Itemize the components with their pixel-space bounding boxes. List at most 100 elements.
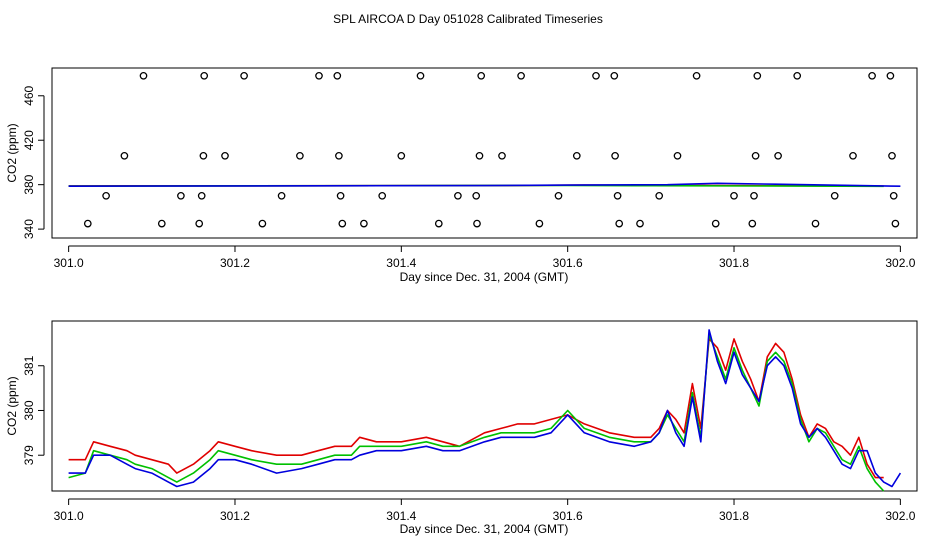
top-data-point (102, 191, 110, 200)
top-data-point (315, 71, 323, 80)
bottom-x-axis-label: Day since Dec. 31, 2004 (GMT) (400, 522, 569, 536)
top-x-tick-label: 301.6 (553, 256, 583, 270)
bottom-x-axis: 301.0 301.2 301.4 301.6 301.8 302.0 (54, 498, 916, 523)
top-data-point (868, 71, 876, 80)
top-data-point (753, 71, 762, 80)
top-x-axis: 301.0 301.2 301.4 301.6 301.8 302.0 (54, 245, 916, 270)
top-data-point (477, 71, 486, 80)
top-data-point (473, 219, 481, 228)
top-data-point (240, 71, 248, 80)
top-plot-frame (51, 67, 918, 239)
bottom-series-red (68, 338, 884, 479)
top-data-point (554, 191, 563, 200)
top-y-axis-label: CO2 (ppm) (5, 123, 19, 182)
top-data-point (338, 219, 347, 228)
top-data-point (655, 191, 664, 200)
top-data-point (811, 219, 820, 228)
bottom-x-tick-label: 301.8 (719, 509, 749, 523)
top-data-point (454, 191, 462, 200)
top-data-point (572, 151, 581, 160)
top-x-tick-label: 301.8 (719, 256, 749, 270)
top-data-point (277, 191, 286, 200)
top-data-point (891, 219, 900, 228)
bottom-plot-frame (51, 320, 918, 492)
top-data-point (83, 219, 92, 228)
top-data-point (592, 71, 600, 80)
top-data-point (830, 191, 839, 200)
bottom-y-axis-label: CO2 (ppm) (5, 376, 19, 435)
top-y-tick-label: 380 (22, 174, 36, 194)
top-y-tick-label: 460 (22, 85, 36, 105)
top-data-point (849, 151, 857, 160)
top-data-point (889, 191, 898, 200)
bottom-x-tick-label: 301.4 (386, 509, 416, 523)
bottom-series-blue (68, 329, 902, 488)
top-data-point (517, 71, 525, 80)
top-y-axis: 340 380 420 460 (22, 85, 45, 239)
top-x-tick-label: 302.0 (885, 256, 915, 270)
top-data-point (692, 71, 701, 80)
top-data-point (730, 191, 738, 200)
bottom-y-axis: 379 380 381 (22, 355, 45, 465)
top-data-point (360, 219, 368, 228)
top-data-point (177, 191, 185, 200)
bottom-x-tick-label: 301.0 (54, 509, 84, 523)
top-data-point (434, 219, 443, 228)
top-data-point (197, 191, 206, 200)
bottom-x-tick-label: 302.0 (885, 509, 915, 523)
top-points-group (83, 71, 900, 228)
top-chart-panel: 301.0 301.2 301.4 301.6 301.8 302.0 340 380 420… (5, 67, 918, 284)
top-x-tick-label: 301.4 (386, 256, 416, 270)
page-title: SPL AIRCOA D Day 051028 Calibrated Times… (333, 12, 603, 26)
top-data-point (336, 191, 345, 200)
bottom-x-tick-label: 301.6 (553, 509, 583, 523)
top-x-tick-label: 301.2 (220, 256, 250, 270)
top-y-tick-label: 420 (22, 130, 36, 150)
bottom-x-tick-label: 301.2 (220, 509, 250, 523)
bottom-y-tick-label: 381 (22, 355, 36, 375)
top-data-point (378, 191, 387, 200)
top-data-point (335, 151, 343, 160)
top-data-point (613, 191, 622, 200)
top-data-point (793, 71, 802, 80)
top-data-point (120, 151, 129, 160)
top-data-point (200, 71, 209, 80)
top-y-tick-label: 340 (22, 219, 36, 239)
top-data-point (475, 151, 484, 160)
top-data-point (157, 219, 166, 228)
top-data-point (195, 219, 204, 228)
top-series-group (68, 182, 901, 188)
top-data-point (610, 71, 619, 80)
bottom-y-tick-label: 379 (22, 445, 36, 465)
top-data-point (750, 191, 758, 200)
top-data-point (615, 219, 624, 228)
bottom-y-tick-label: 380 (22, 400, 36, 420)
top-data-point (673, 151, 682, 160)
top-x-axis-label: Day since Dec. 31, 2004 (GMT) (400, 270, 569, 284)
top-x-tick-label: 301.0 (54, 256, 84, 270)
top-data-point (498, 151, 506, 160)
top-data-point (333, 71, 342, 80)
bottom-chart-panel: 301.0 301.2 301.4 301.6 301.8 302.0 379 380 381… (5, 320, 918, 536)
top-data-point (472, 191, 481, 200)
top-data-point (397, 151, 406, 160)
bottom-series-green (68, 333, 885, 492)
top-data-point (774, 151, 782, 160)
top-data-point (535, 219, 544, 228)
top-data-point (636, 219, 644, 228)
top-data-point (258, 219, 267, 228)
top-data-point (199, 151, 208, 160)
top-data-point (748, 219, 757, 228)
top-data-point (711, 219, 720, 228)
top-data-point (888, 151, 896, 160)
top-series-blue (68, 182, 901, 187)
top-data-point (296, 151, 304, 160)
top-data-point (416, 71, 425, 80)
top-data-point (886, 71, 895, 80)
top-data-point (751, 151, 760, 160)
top-data-point (221, 151, 229, 160)
top-data-point (611, 151, 619, 160)
top-data-point (139, 71, 148, 80)
bottom-series-group (68, 329, 902, 492)
